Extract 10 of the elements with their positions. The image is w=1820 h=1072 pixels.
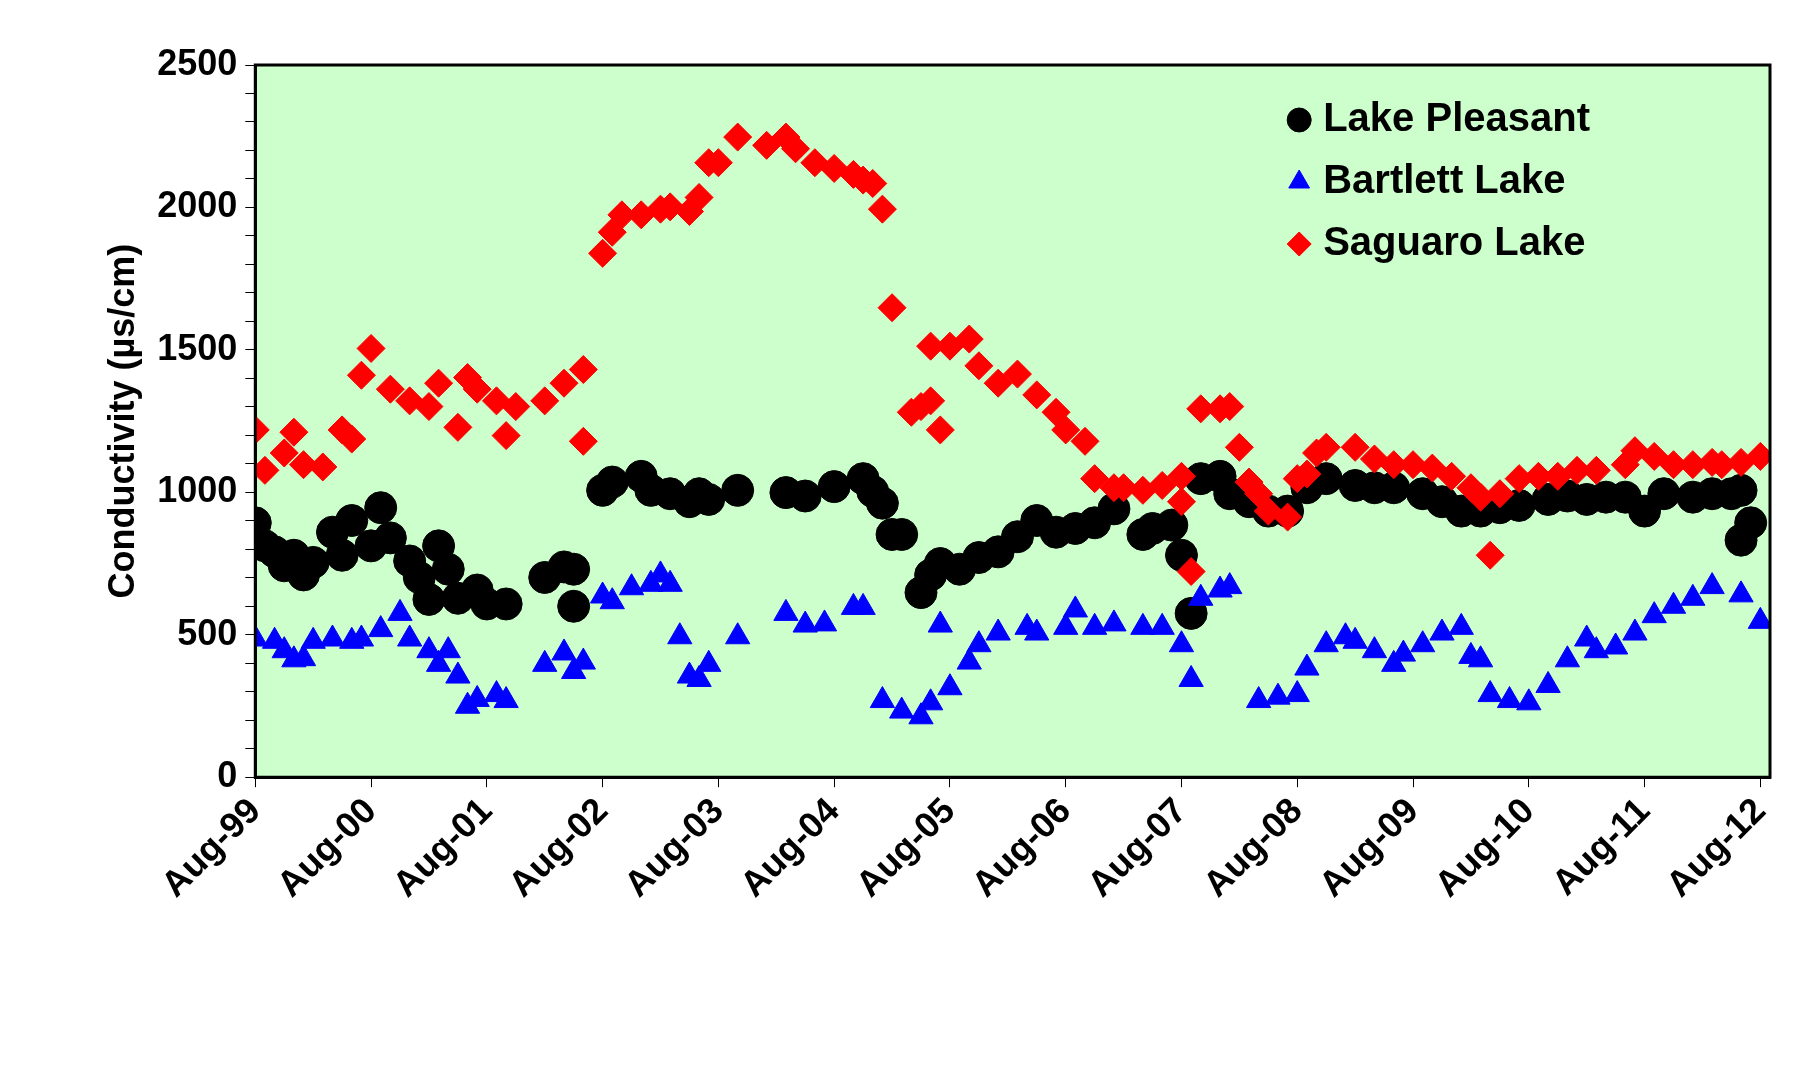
legend-label: Bartlett Lake: [1323, 157, 1566, 202]
y-tick-label: 2500: [157, 41, 238, 83]
legend-label: Saguaro Lake: [1323, 219, 1586, 264]
y-tick-label: 0: [217, 754, 238, 796]
y-tick-label: 500: [177, 611, 238, 653]
y-tick-label: 2000: [157, 184, 238, 226]
legend-label: Lake Pleasant: [1323, 95, 1591, 140]
y-tick-label: 1500: [157, 326, 238, 368]
y-axis-title: Conductivity (µs/cm): [100, 243, 142, 599]
y-tick-label: 1000: [157, 469, 238, 511]
